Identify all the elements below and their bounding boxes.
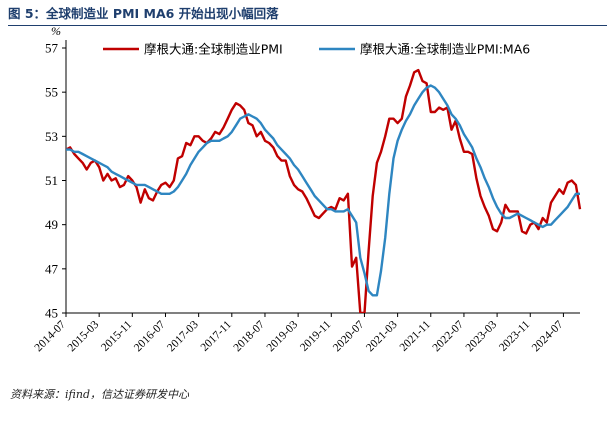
- x-tick-label: 2023-11: [497, 318, 532, 353]
- legend-pmi-label: 摩根大通:全球制造业PMI: [144, 42, 283, 57]
- x-tick-label: 2019-03: [265, 318, 301, 354]
- y-axis-unit: %: [51, 24, 61, 38]
- pmi-series-line: [66, 68, 582, 313]
- legend-ma6-label: 摩根大通:全球制造业PMI:MA6: [360, 42, 530, 57]
- line-chart: 45 47 49 51 53 55 57% 2014-072015-032015-112016…: [33, 24, 582, 354]
- title-divider: [8, 25, 607, 26]
- x-tick-label: 2024-07: [530, 318, 566, 354]
- y-tick-label: 57: [45, 41, 59, 56]
- ma6-series-line: [66, 84, 580, 297]
- figure-title: 图 5：全球制造业 PMI MA6 开始出现小幅回落: [8, 6, 279, 21]
- x-tick-label: 2014-07: [33, 318, 69, 354]
- x-tick-label: 2021-03: [364, 318, 400, 354]
- x-tick-label: 2023-03: [464, 318, 500, 354]
- x-tick-label: 2016-07: [132, 318, 168, 354]
- x-tick-label: 2022-07: [430, 318, 466, 354]
- y-tick-label: 51: [45, 173, 58, 188]
- x-tick-label: 2017-03: [165, 318, 201, 354]
- x-tick-label: 2017-11: [199, 318, 234, 353]
- x-tick-label: 2021-11: [398, 318, 433, 353]
- y-tick-label: 49: [45, 217, 58, 232]
- x-tick-label: 2020-07: [331, 318, 367, 354]
- x-tick-label: 2018-07: [231, 318, 267, 354]
- x-tick-label: 2015-03: [66, 318, 102, 354]
- y-tick-label: 55: [45, 85, 58, 100]
- y-tick-label: 47: [45, 261, 59, 276]
- source-note: 资料来源：ifind，信达证券研发中心: [10, 388, 189, 401]
- x-tick-label: 2015-11: [99, 318, 134, 353]
- y-tick-label: 53: [45, 129, 58, 144]
- x-tick-label: 2019-11: [298, 318, 333, 353]
- y-tick-label: 45: [45, 306, 58, 321]
